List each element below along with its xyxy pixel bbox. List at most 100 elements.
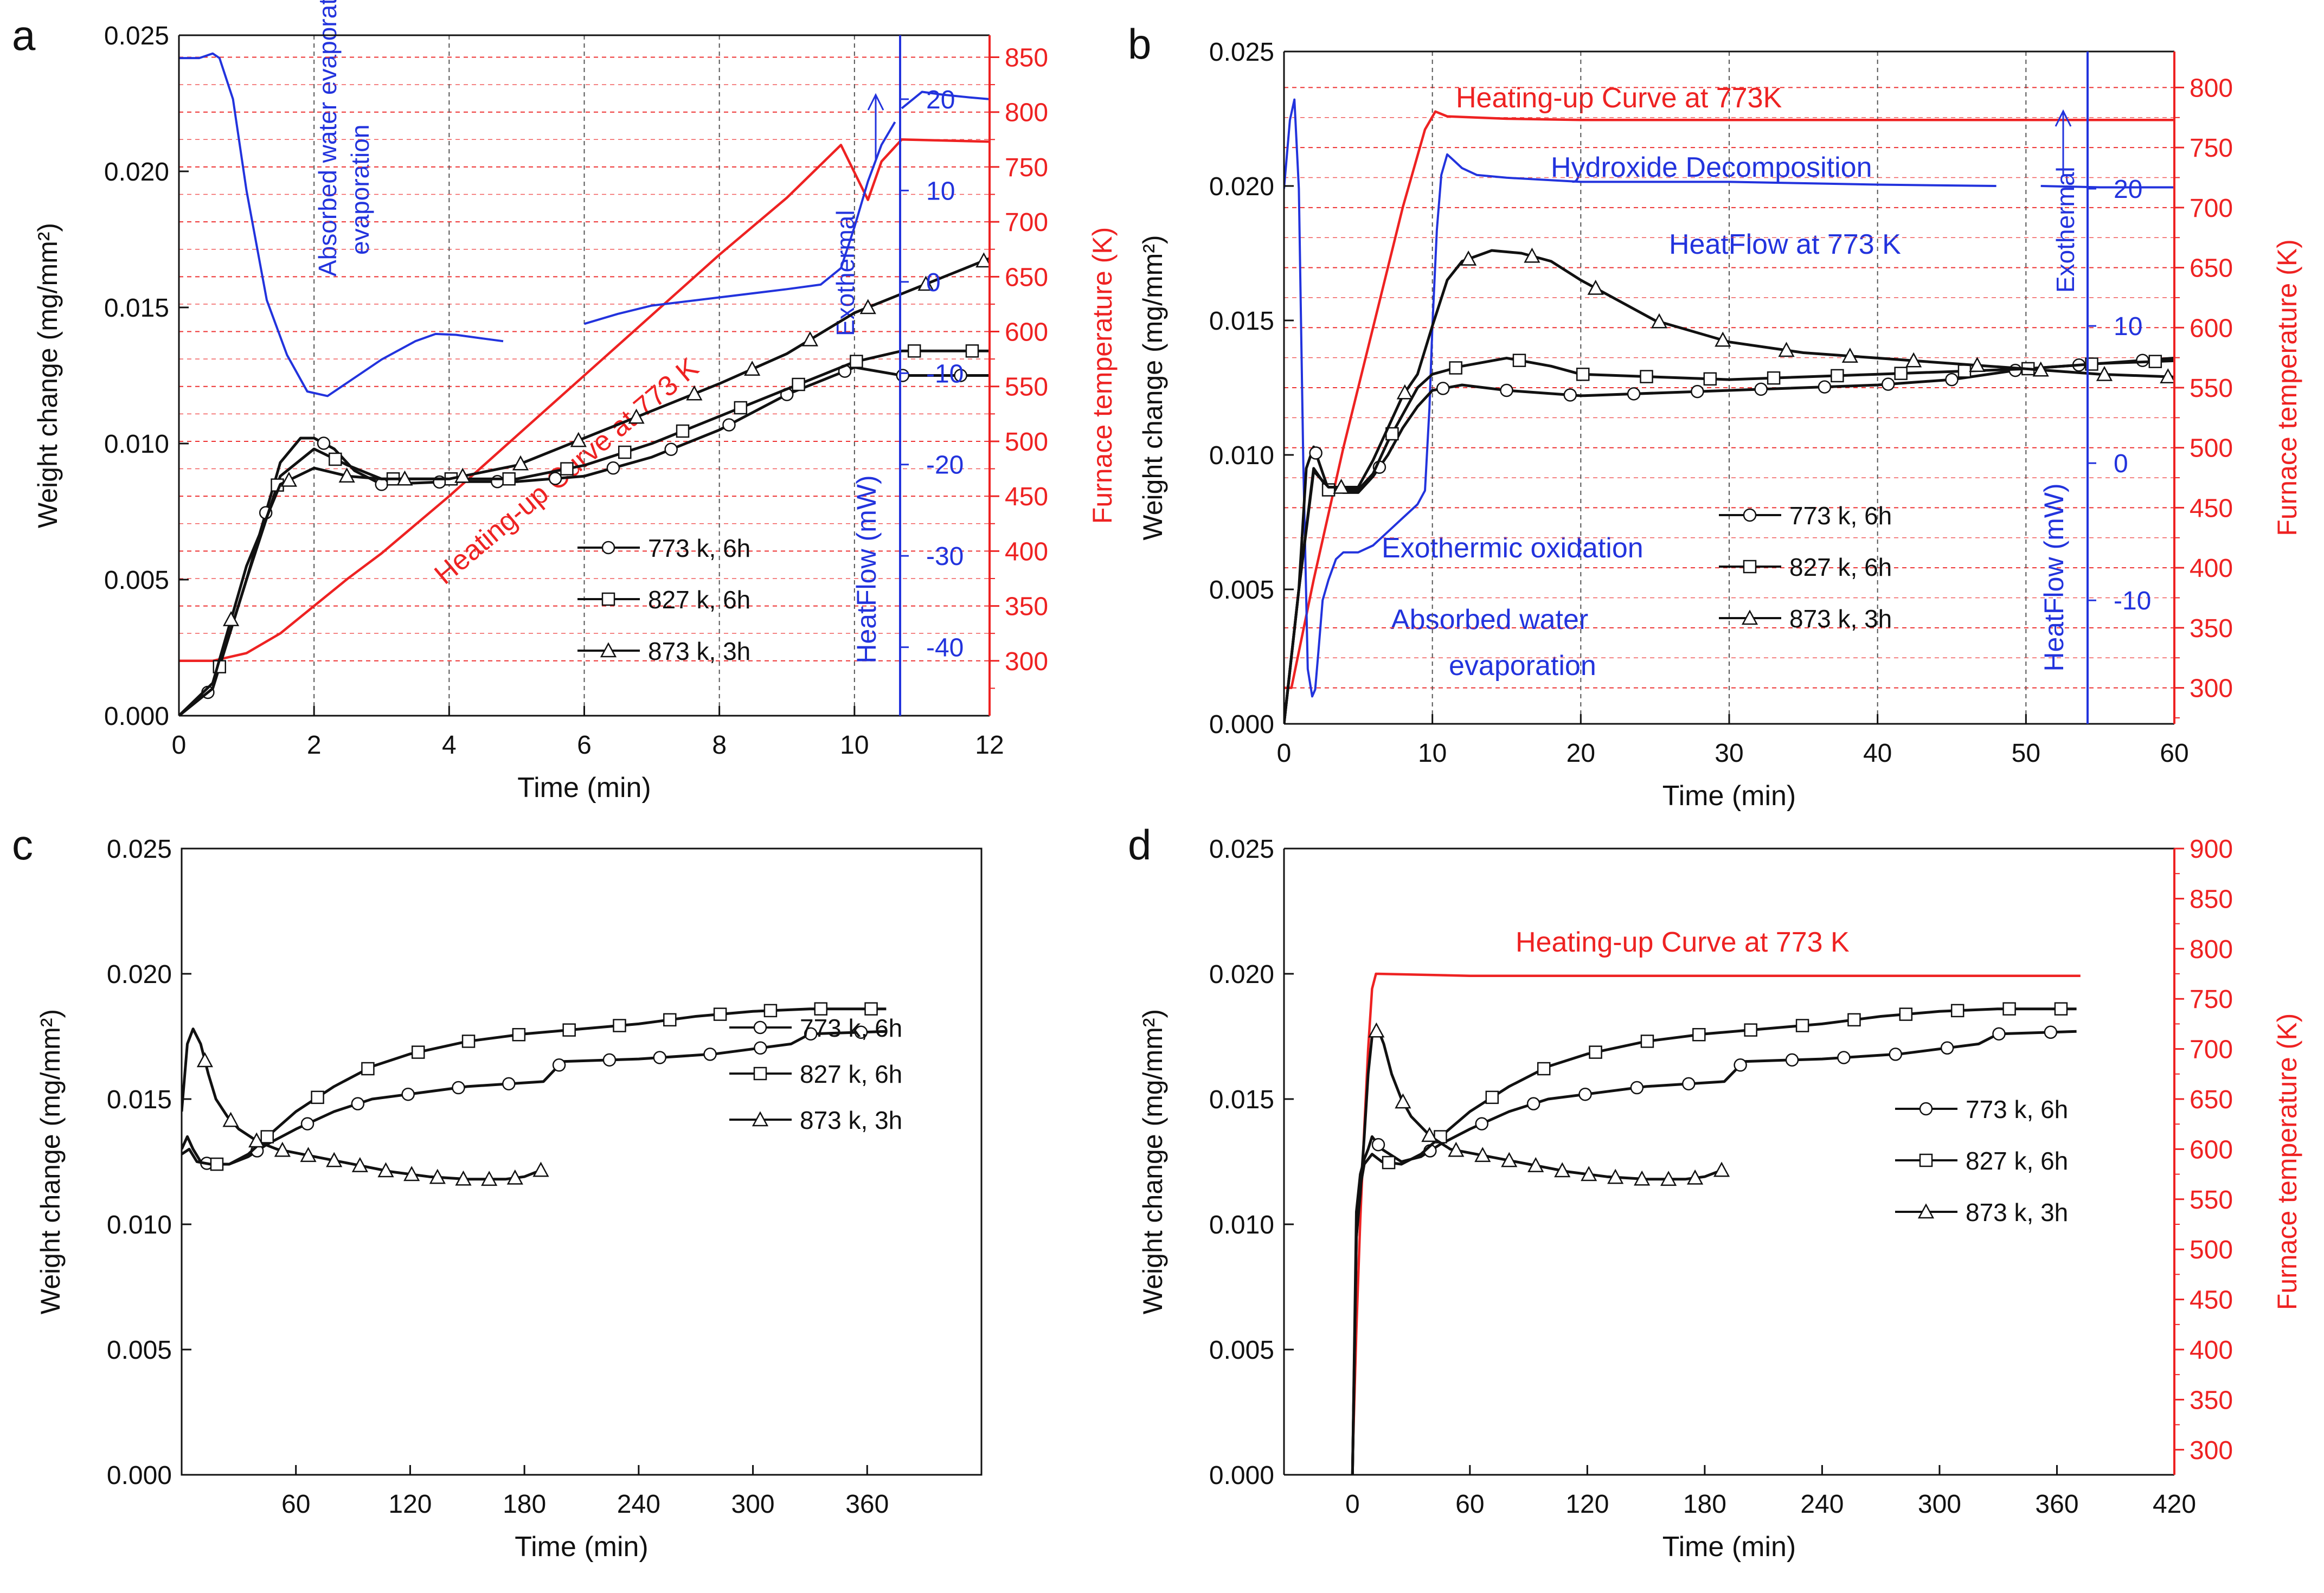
panel-d-y2tick-label: 900 [2190,835,2233,864]
panel-b-series-marker [2085,357,2098,371]
panel-d-series-line [1351,1027,1725,1475]
panel-d-series-marker [1660,1171,1677,1186]
panel-d-xlabel: Time (min) [1662,1531,1796,1563]
panel-d-series-marker [1527,1157,1544,1172]
panel-b-series-marker [2032,361,2049,377]
panel-d-series-marker [1395,1093,1411,1109]
panel-b-series-marker [1651,313,1668,329]
panel-c-series-marker [429,1168,446,1184]
panel-c-series-line [182,1030,887,1166]
panel-d-series-marker [1713,1161,1730,1177]
panel-a-series-marker [454,467,471,483]
panel-b-ylabel: Weight change (mg/mm²) [1138,235,1168,540]
panel-b-series-marker [1309,446,1323,460]
panel-b-xtick-label: 40 [1863,739,1892,768]
panel-b-series-marker [1767,371,1781,385]
panel-c-series-marker [854,1025,868,1039]
legend-marker-a [601,592,615,606]
panel-a-ylabel: Weight change (mg/mm²) [33,223,63,528]
panel-a-series-marker [850,355,863,368]
panel-a-plot [179,52,990,716]
panel-d-heating-curve [1351,972,2081,1465]
panel-d-series-marker [1578,1088,1592,1101]
panel-letter-b: b [1128,20,1151,68]
panel-a-ytick-label: 0.015 [104,294,169,323]
panel-a-annotation-evaporation: evaporation [346,125,374,255]
panel-b-series-marker [1831,369,1844,383]
panel-c-series-marker [814,1002,827,1016]
legend-marker-c [753,1067,767,1081]
panel-c-ytick-label: 0.015 [107,1085,172,1114]
panel-c-series-marker [311,1090,324,1104]
panel-c-series-marker [403,1166,420,1181]
panel-a-series-marker [338,467,355,483]
panel-c-series-marker [377,1162,394,1178]
panel-c-series-marker [300,1117,314,1130]
panel-c-series-marker [248,1132,265,1148]
panel-c-series-marker [713,1007,727,1021]
panel-b-series-marker [1436,382,1450,395]
panel-b-heating-curve [1284,110,2174,689]
panel-a-y2tick-label: 750 [1005,153,1048,182]
panel-b-series-marker [1396,384,1413,400]
panel-a-series-marker [317,436,331,450]
legend-marker-b [1741,609,1758,625]
panel-b-annotation-absorbed: Absorbed water [1391,604,1588,635]
panel-d-y2tick-label: 350 [2190,1386,2233,1415]
panel-a-xtick-label: 8 [712,731,727,760]
panel-d-xtick-label: 0 [1345,1490,1360,1519]
panel-a-xtick-label: 12 [975,731,1004,760]
panel-c-xtick-label: 240 [617,1490,660,1519]
panel-b-series-marker [1512,354,1526,367]
legend-marker-b [1743,560,1757,574]
panel-a-xtick-label: 4 [442,731,457,760]
legend-marker-d [1919,1102,1933,1116]
panel-c-xtick-label: 360 [845,1490,889,1519]
panel-c-series-marker [300,1147,317,1162]
panel-d-ytick-label: 0.015 [1209,1085,1274,1114]
panel-b-y2tick-label: 300 [2190,675,2233,703]
panel-d-y2tick-label: 550 [2190,1186,2233,1215]
panel-d-xtick-label: 180 [1683,1490,1726,1519]
panel-c-series-marker [602,1053,617,1067]
panel-c-series-marker [663,1013,677,1027]
panel-b-ytick-label: 0.020 [1209,172,1274,201]
panel-c-series-marker [452,1081,465,1095]
panel-d-series-marker [1940,1041,1954,1055]
panel-a-heatflow-segment [583,121,896,325]
panel-a-series-marker [722,418,736,432]
panel-a-y2tick-label: 800 [1005,99,1048,127]
panel-a-series-marker [512,455,529,471]
panel-c-plot [182,1002,887,1186]
panel-d-annotation-heating: Heating-up Curve at 773 K [1516,927,1850,958]
panel-d-series-line [1351,1030,2077,1475]
panel-a-heating-curve [179,138,990,663]
panel-b-series-marker [1715,331,1731,347]
panel-a-xtick-label: 2 [307,731,322,760]
panel-d-series-marker [1421,1127,1438,1142]
legend-marker-c [752,1111,769,1127]
panel-a-series-marker [896,369,910,382]
panel-d-series-marker [1554,1162,1571,1178]
panel-a-series-marker [686,385,703,401]
panel-c-series-marker [455,1170,472,1186]
panel-d-ytick-label: 0.020 [1209,960,1274,989]
panel-a-series-marker [801,331,819,346]
panel-d-series-marker [1687,1169,1704,1185]
panel-a-xtick-label: 6 [577,731,592,760]
panel-d-y2tick-label: 700 [2190,1036,2233,1064]
panel-a: Absorbed water evaporation evaporation H… [33,0,1118,804]
panel-a-series-marker [676,424,690,438]
panel-c-ytick-label: 0.020 [107,960,172,989]
legend-label-b: 827 k, 6h [1789,553,1892,581]
panel-b-xtick-label: 30 [1715,739,1743,768]
panel-c-xtick-label: 180 [503,1490,546,1519]
panel-c-series-marker [864,1002,878,1016]
panel-b-xtick-label: 10 [1418,739,1447,768]
panel-d-y2tick-label: 750 [2190,985,2233,1014]
panel-c-series-marker [222,1112,239,1127]
legend-label-a: 873 k, 3h [648,637,750,665]
panel-a-y2tick-label: 400 [1005,537,1048,566]
panel-a-series-marker [548,472,562,485]
legend-marker-a [600,642,617,658]
